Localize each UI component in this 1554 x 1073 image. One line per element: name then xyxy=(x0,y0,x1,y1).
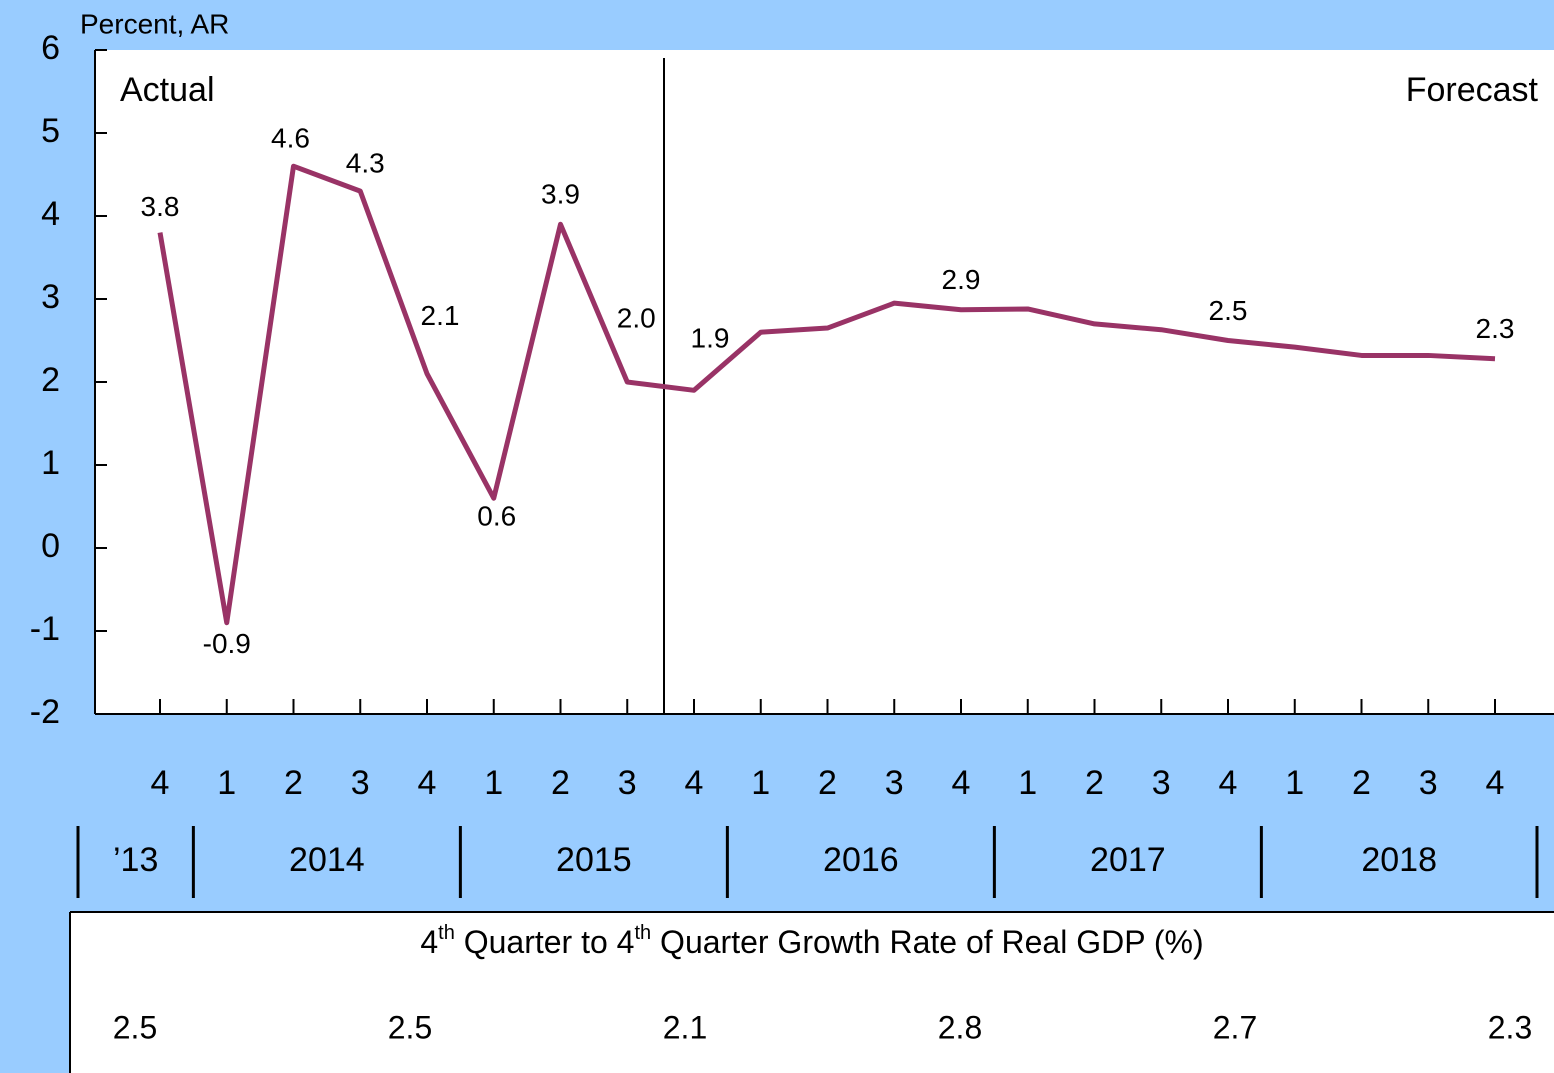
table-title-part: Quarter Growth Rate of Real GDP (%) xyxy=(651,924,1203,960)
x-tick-label: 2 xyxy=(818,764,837,802)
table-value: 2.3 xyxy=(1488,1009,1532,1045)
x-tick-label: 1 xyxy=(484,764,503,802)
table-title-part: Quarter to 4 xyxy=(455,924,635,960)
x-tick-label: 4 xyxy=(418,764,437,802)
table-value: 2.7 xyxy=(1213,1009,1257,1045)
y-tick-label: -2 xyxy=(30,693,60,731)
x-tick-label: 2 xyxy=(284,764,303,802)
x-tick-label: 1 xyxy=(217,764,236,802)
table-title-part: th xyxy=(634,922,651,944)
x-tick-label: 3 xyxy=(618,764,637,802)
data-line xyxy=(157,163,1496,626)
y-tick-label: 4 xyxy=(41,195,60,233)
x-tick-label: 4 xyxy=(151,764,170,802)
table-box xyxy=(70,912,1554,1073)
data-label: 4.6 xyxy=(271,123,310,154)
x-tick-label: 3 xyxy=(351,764,370,802)
data-label: -0.9 xyxy=(203,628,251,659)
year-label: ’13 xyxy=(113,841,158,879)
x-tick-label: 1 xyxy=(1285,764,1304,802)
data-label: 2.3 xyxy=(1476,313,1515,344)
table-value: 2.1 xyxy=(663,1009,707,1045)
data-label: 2.5 xyxy=(1209,295,1248,326)
y-tick-label: -1 xyxy=(30,610,60,648)
table-title-part: th xyxy=(438,922,455,944)
data-label: 2.9 xyxy=(942,264,981,295)
table-title-part: 4 xyxy=(420,924,438,960)
x-tick-label: 4 xyxy=(952,764,971,802)
data-label: 2.0 xyxy=(617,302,656,333)
data-label: 3.9 xyxy=(541,179,580,210)
x-tick-label: 1 xyxy=(1018,764,1037,802)
y-tick-label: 5 xyxy=(41,112,60,150)
x-tick-label: 3 xyxy=(1152,764,1171,802)
x-tick-label: 2 xyxy=(551,764,570,802)
data-label: 0.6 xyxy=(477,501,516,532)
x-tick-label: 4 xyxy=(685,764,704,802)
x-tick-label: 2 xyxy=(1352,764,1371,802)
annotation: Forecast xyxy=(1406,71,1539,109)
x-tick-label: 4 xyxy=(1486,764,1505,802)
data-label: 3.8 xyxy=(141,191,180,222)
x-tick-label: 3 xyxy=(1419,764,1438,802)
x-tick-label: 2 xyxy=(1085,764,1104,802)
y-tick-label: 0 xyxy=(41,527,60,565)
year-label: 2015 xyxy=(556,841,632,879)
y-tick-label: 6 xyxy=(41,29,60,67)
x-tick-label: 4 xyxy=(1219,764,1238,802)
y-tick-label: 1 xyxy=(41,444,60,482)
data-label: 2.1 xyxy=(421,300,460,331)
plot-area xyxy=(95,50,1554,714)
annotation: Actual xyxy=(120,71,215,109)
x-tick-label: 1 xyxy=(751,764,770,802)
data-label: 4.3 xyxy=(346,147,385,178)
year-label: 2016 xyxy=(823,841,899,879)
year-label: 2014 xyxy=(289,841,365,879)
table-value: 2.5 xyxy=(388,1009,432,1045)
table-value: 2.5 xyxy=(113,1009,157,1045)
table-value: 2.8 xyxy=(938,1009,982,1045)
year-label: 2017 xyxy=(1090,841,1166,879)
year-label: 2018 xyxy=(1361,841,1437,879)
y-axis-label: Percent, AR xyxy=(80,8,229,39)
y-tick-label: 3 xyxy=(41,278,60,316)
x-tick-label: 3 xyxy=(885,764,904,802)
table-title: 4th Quarter to 4th Quarter Growth Rate o… xyxy=(420,922,1203,960)
y-tick-label: 2 xyxy=(41,361,60,399)
data-label: 1.9 xyxy=(691,323,730,354)
